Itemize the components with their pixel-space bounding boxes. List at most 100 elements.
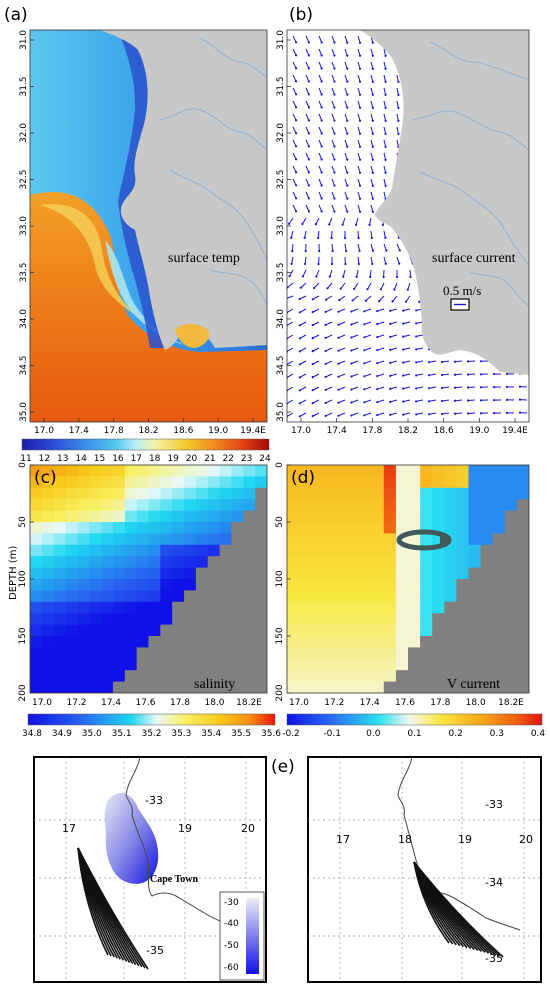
- current-vector-head: [402, 309, 405, 312]
- salinity-cell: [65, 487, 78, 500]
- salinity-cell: [148, 487, 161, 500]
- current-vector: [403, 308, 411, 312]
- salinity-cell: [231, 556, 244, 569]
- current-vector-head: [357, 236, 360, 240]
- current-vector-head: [505, 385, 509, 388]
- panel-b-lat-label: 34.5: [276, 355, 286, 375]
- vcurrent-cell: [287, 544, 300, 557]
- salinity-cell: [172, 636, 185, 648]
- vcurrent-cell: [323, 522, 336, 534]
- salinity-cell: [207, 681, 221, 693]
- current-vector-head: [311, 311, 314, 314]
- vcurrent-cell: [335, 522, 349, 534]
- panel-e-right-lat-34: -34: [485, 876, 503, 889]
- vcurrent-cell: [480, 487, 494, 500]
- vcurrent-cell: [480, 624, 494, 637]
- salinity-cell: [195, 556, 209, 569]
- salinity-cell: [148, 522, 161, 534]
- current-vector: [403, 334, 411, 338]
- vcurrent-cell: [504, 624, 518, 637]
- current-vector-head: [333, 67, 336, 70]
- panel-e-left-map: 17 19 20 -33 -35 Cape Town -30 -40 -50 -…: [33, 756, 267, 983]
- salinity-cell: [255, 601, 267, 614]
- salinity-cell: [136, 613, 150, 626]
- current-vector-head: [466, 373, 470, 376]
- vcurrent-cell: [432, 624, 445, 637]
- current-vector: [287, 334, 294, 339]
- vcurrent-cell: [432, 567, 445, 580]
- current-vector-head: [324, 310, 327, 314]
- current-vector: [325, 373, 333, 378]
- salinity-cell: [231, 590, 244, 603]
- vcurrent-cell: [311, 658, 324, 671]
- salinity-cell: [89, 579, 102, 591]
- salinity-cell: [89, 465, 102, 477]
- vcurrent-cell: [395, 465, 409, 477]
- salinity-cell: [172, 556, 185, 569]
- vcurrent-cell: [287, 465, 300, 477]
- salinity-cell: [243, 510, 256, 523]
- current-vector-head: [333, 197, 336, 200]
- vcurrent-cell: [492, 636, 506, 648]
- current-vector-head: [532, 260, 534, 262]
- current-vector-head: [346, 171, 349, 174]
- current-vector: [340, 282, 346, 289]
- current-vector: [416, 321, 424, 324]
- current-vector: [287, 295, 294, 299]
- salinity-cell: [160, 556, 173, 569]
- panel-b-lat-ticks: 31.031.532.032.533.033.534.034.535.0: [276, 30, 291, 422]
- vcurrent-cell: [323, 658, 336, 671]
- current-vector-head: [324, 401, 327, 405]
- salinity-cell: [89, 647, 102, 660]
- current-vector-head: [404, 300, 407, 303]
- panel-c-depth-label: 0: [18, 462, 28, 468]
- panel-b-lat-label: 33.5: [276, 262, 286, 282]
- current-vector: [344, 35, 348, 43]
- vcurrent-cell: [371, 567, 385, 580]
- salinity-cell: [89, 544, 102, 557]
- vcurrent-cell: [347, 613, 361, 626]
- salinity-cell: [243, 556, 256, 569]
- current-vector: [441, 412, 450, 415]
- current-vector: [369, 269, 372, 278]
- salinity-cell: [172, 647, 185, 660]
- current-vector-head: [318, 249, 321, 253]
- salinity-cell: [184, 613, 197, 626]
- panel-a-lat-label: 33.0: [19, 216, 29, 236]
- current-vector-head: [324, 349, 327, 353]
- salinity-cell: [101, 556, 114, 569]
- salinity-cell: [255, 533, 267, 546]
- salinity-cell: [255, 624, 267, 637]
- panel-a-lon-label: 17.4: [69, 426, 89, 436]
- salinity-cell: [148, 544, 161, 557]
- salinity-cell: [53, 590, 67, 603]
- salinity-cell: [41, 624, 55, 637]
- salinity-cell: [207, 579, 221, 591]
- current-vector: [338, 347, 346, 352]
- current-vector: [383, 139, 387, 147]
- vcurrent-cell: [347, 533, 361, 546]
- current-vector-head: [363, 388, 366, 391]
- current-vector-head: [298, 363, 301, 366]
- salinity-cell: [255, 544, 267, 557]
- vcurrent-cell: [504, 613, 518, 626]
- vcurrent-cell: [335, 670, 349, 683]
- current-vector-head: [350, 349, 353, 352]
- salinity-cell: [231, 681, 244, 693]
- vcurrent-cell: [395, 636, 409, 648]
- panel-a-lat-label: 31.0: [19, 30, 29, 50]
- salinity-cell: [30, 476, 43, 489]
- vcurrent-cell: [311, 567, 324, 580]
- current-vector-head: [518, 398, 522, 401]
- salinity-cell: [231, 567, 244, 580]
- current-vector: [325, 347, 333, 352]
- current-vector-head: [389, 361, 392, 364]
- temp-colorbar-tick-label: 12: [39, 454, 50, 464]
- vcurrent-cell: [383, 647, 397, 660]
- current-vector: [287, 282, 294, 288]
- vcurrent-cell: [456, 533, 470, 546]
- vcurrent-cell: [408, 465, 421, 477]
- current-vector: [299, 321, 307, 326]
- vcurrent-cell: [516, 636, 529, 648]
- current-vector-head: [384, 106, 387, 109]
